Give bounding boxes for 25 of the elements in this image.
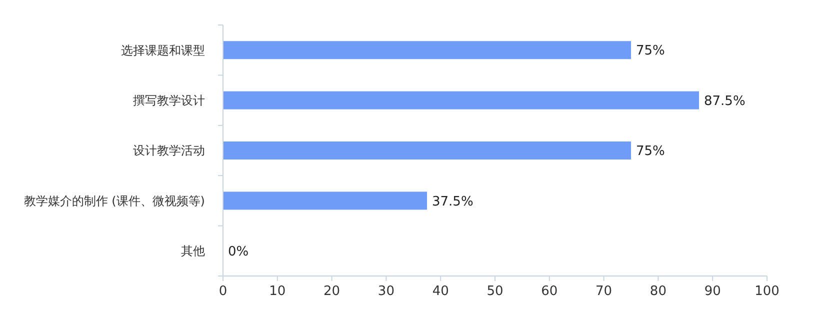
x-tick-label: 60 bbox=[541, 284, 558, 299]
y-tick-label: 其他 bbox=[181, 244, 205, 258]
y-tick-label: 选择课题和课型 bbox=[121, 43, 205, 58]
x-tick-label: 50 bbox=[486, 284, 504, 299]
x-tick-label: 20 bbox=[324, 284, 340, 299]
x-tick-label: 100 bbox=[754, 284, 780, 299]
data-label: 87.5% bbox=[704, 94, 746, 109]
bar bbox=[223, 142, 631, 160]
data-label: 37.5% bbox=[432, 194, 474, 210]
data-label: 75% bbox=[636, 44, 665, 59]
y-tick-label: 撰写教学设计 bbox=[133, 94, 205, 108]
bar bbox=[223, 91, 699, 110]
data-label: 0% bbox=[228, 244, 249, 260]
y-tick-label: 教学媒介的制作 (课件、微视频等) bbox=[24, 194, 205, 208]
x-tick-label: 40 bbox=[432, 284, 449, 299]
x-tick-label: 0 bbox=[218, 284, 228, 299]
data-label: 75% bbox=[636, 144, 665, 160]
x-tick-label: 70 bbox=[596, 284, 612, 299]
x-tick-label: 30 bbox=[378, 284, 394, 299]
y-tick-label: 设计教学活动 bbox=[133, 144, 205, 158]
x-tick-label: 90 bbox=[704, 284, 721, 299]
x-tick-label: 80 bbox=[650, 284, 666, 299]
bar bbox=[223, 192, 427, 210]
x-tick-label: 10 bbox=[269, 284, 286, 299]
bar bbox=[223, 41, 631, 60]
